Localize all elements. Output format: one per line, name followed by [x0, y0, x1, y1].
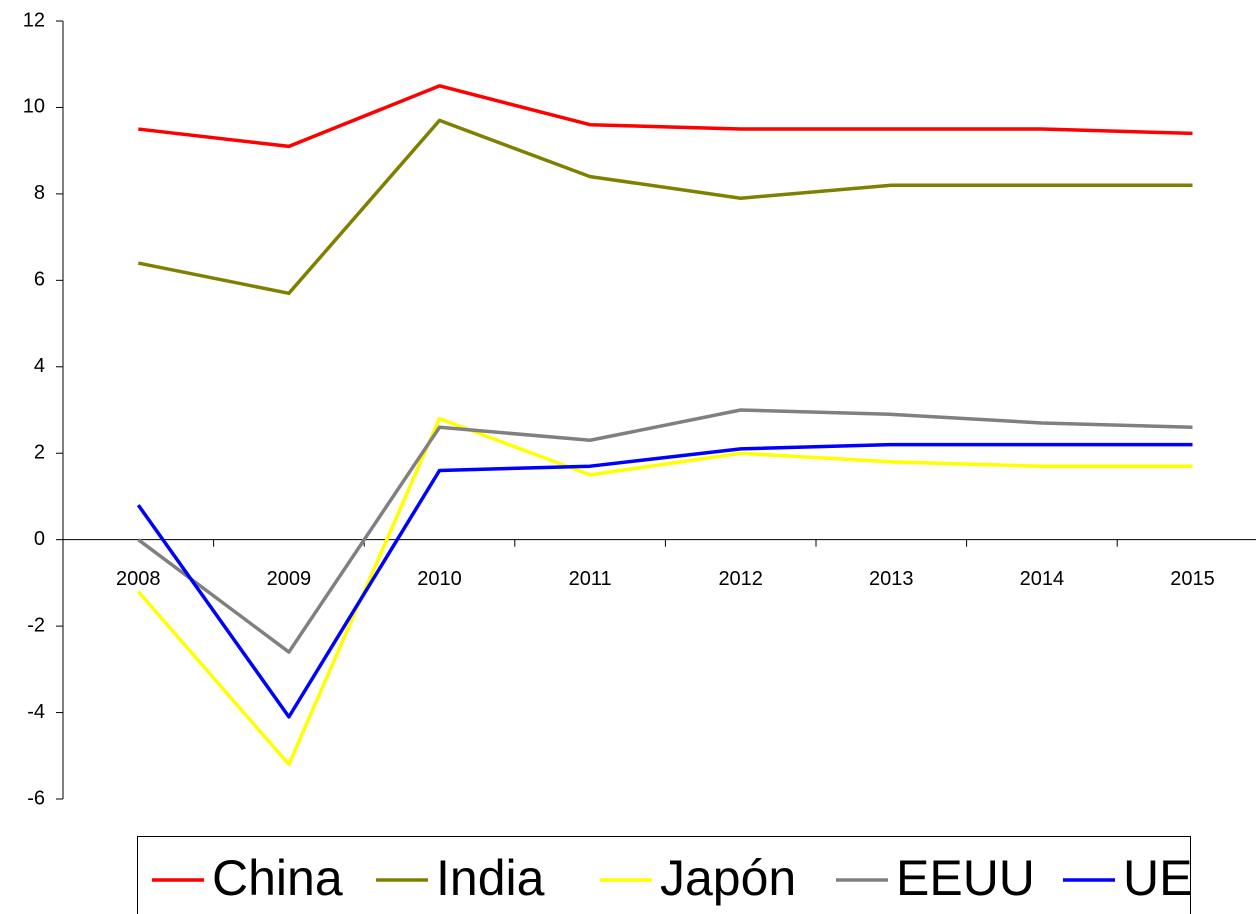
y-tick-label: 4	[34, 355, 45, 377]
y-tick-label: 12	[23, 9, 45, 31]
y-tick-label: 6	[34, 269, 45, 291]
x-tick-label: 2014	[1020, 568, 1065, 590]
series-line	[138, 84, 1193, 149]
series-line	[136, 416, 1193, 767]
y-tick-label: -2	[27, 614, 45, 636]
x-tick-label: 2013	[869, 568, 914, 590]
legend-label: Japón	[660, 850, 796, 906]
series-line	[136, 442, 1193, 719]
y-tick-label: 10	[23, 96, 45, 118]
y-tick-label: -4	[27, 701, 45, 723]
series-line	[137, 118, 1193, 296]
x-tick-label: 2012	[718, 568, 763, 590]
x-tick-label: 2009	[267, 568, 312, 590]
legend-label: China	[212, 850, 343, 906]
y-tick-label: 8	[34, 182, 45, 204]
legend-box	[137, 836, 1191, 914]
series-line	[137, 408, 1193, 654]
x-tick-label: 2008	[116, 568, 161, 590]
y-tick-label: 2	[34, 442, 45, 464]
x-tick-label: 2011	[569, 568, 612, 590]
legend-label: India	[436, 850, 545, 906]
x-tick-label: 2015	[1170, 568, 1215, 590]
legend-label: UE	[1123, 850, 1192, 906]
y-tick-label: 0	[34, 528, 45, 550]
y-tick-label: -6	[27, 787, 45, 809]
legend-label: EEUU	[896, 850, 1035, 906]
x-tick-label: 2010	[417, 568, 462, 590]
